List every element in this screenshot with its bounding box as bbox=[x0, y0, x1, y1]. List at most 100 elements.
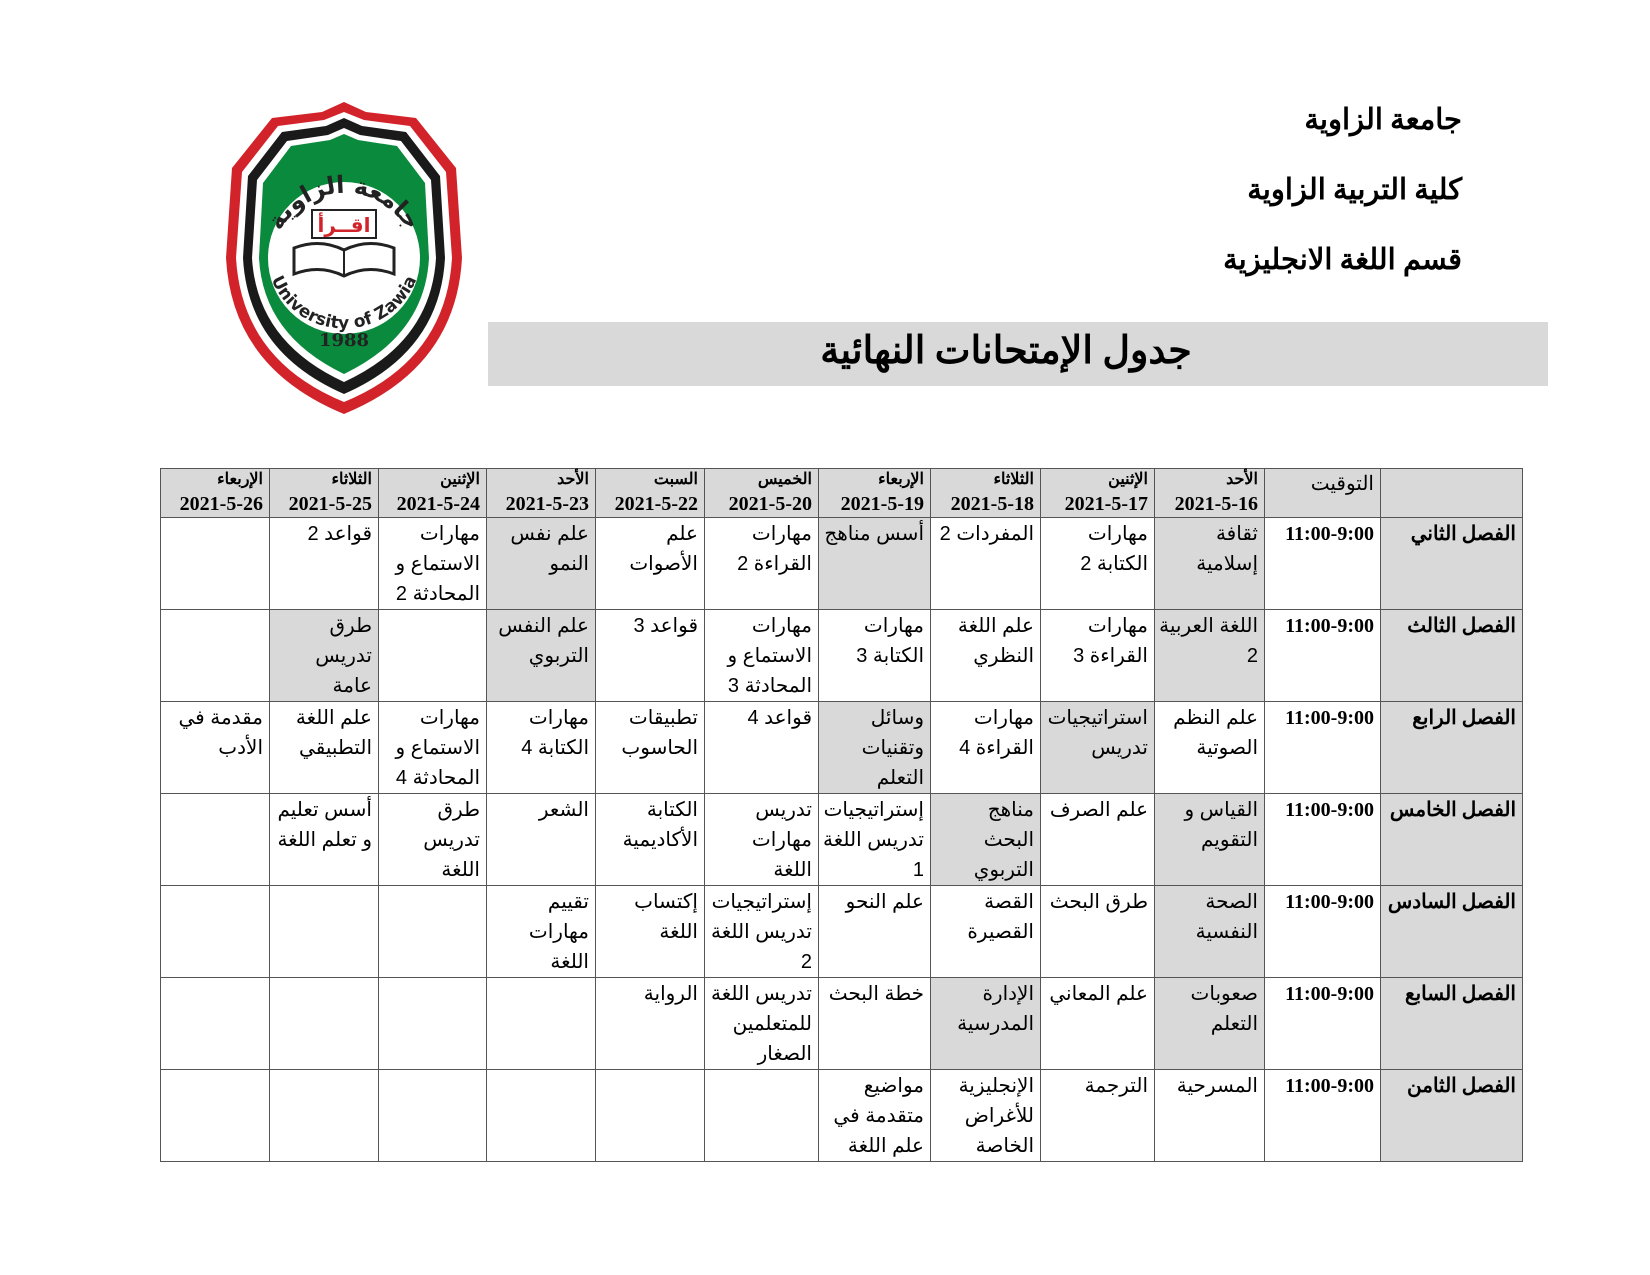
day-name: الإثنين bbox=[1108, 471, 1148, 488]
exam-cell: علم اللغة التطبيقي bbox=[269, 701, 379, 794]
day-header: الإربعاء 2021-5-26 bbox=[160, 468, 270, 518]
day-header: الأحد 2021-5-23 bbox=[486, 468, 596, 518]
exam-cell: طرق تدريس عامة bbox=[269, 609, 379, 702]
day-date: 2021-5-19 bbox=[840, 493, 924, 515]
exam-cell: مهارات القراءة 3 bbox=[1040, 609, 1155, 702]
exam-cell: مواضيع متقدمة في علم اللغة bbox=[818, 1069, 931, 1162]
day-date: 2021-5-17 bbox=[1064, 493, 1148, 515]
exam-cell: وسائل وتقنيات التعلم bbox=[818, 701, 931, 794]
exam-cell: مناهج البحث التربوي bbox=[930, 793, 1041, 886]
time-cell: 11:00-9:00 bbox=[1264, 1069, 1381, 1162]
exam-cell: المفردات 2 bbox=[930, 517, 1041, 610]
exam-cell: علم الصرف bbox=[1040, 793, 1155, 886]
exam-cell bbox=[595, 1069, 705, 1162]
exam-cell: المسرحية bbox=[1154, 1069, 1265, 1162]
table-row: الفصل الثاني 11:00-9:00 ثقافة إسلامية مهارا… bbox=[160, 517, 1523, 610]
day-date: 2021-5-18 bbox=[950, 493, 1034, 515]
day-name: الإثنين bbox=[440, 471, 480, 488]
day-name: الثلاثاء bbox=[331, 471, 372, 488]
svg-text:1988: 1988 bbox=[319, 330, 369, 351]
exam-cell bbox=[486, 1069, 596, 1162]
corner-cell bbox=[1380, 468, 1523, 518]
day-header: الثلاثاء 2021-5-25 bbox=[269, 468, 379, 518]
exam-cell: القصة القصيرة bbox=[930, 885, 1041, 978]
day-header: الإربعاء 2021-5-19 bbox=[818, 468, 931, 518]
exam-cell bbox=[160, 609, 270, 702]
day-header: الأحد 2021-5-16 bbox=[1154, 468, 1265, 518]
exam-cell: مهارات القراءة 2 bbox=[704, 517, 819, 610]
exam-cell: خطة البحث bbox=[818, 977, 931, 1070]
time-cell: 11:00-9:00 bbox=[1264, 793, 1381, 886]
day-date: 2021-5-25 bbox=[288, 493, 372, 515]
semester-cell: الفصل الثاني bbox=[1380, 517, 1523, 610]
table-row: الفصل الخامس 11:00-9:00 القياس و التقويم عل… bbox=[160, 793, 1523, 886]
exam-cell: الرواية bbox=[595, 977, 705, 1070]
exam-cell: الكتابة الأكاديمية bbox=[595, 793, 705, 886]
exam-cell: طرق تدريس اللغة bbox=[378, 793, 487, 886]
exam-cell: مهارات الاستماع و المحادثة 2 bbox=[378, 517, 487, 610]
exam-cell: علم النفس التربوي bbox=[486, 609, 596, 702]
exam-cell: استراتيجيات تدريس bbox=[1040, 701, 1155, 794]
exam-cell: اللغة العربية 2 bbox=[1154, 609, 1265, 702]
day-name: الإربعاء bbox=[217, 471, 263, 488]
table-row: الفصل السادس 11:00-9:00 الصحة النفسية طرق ا… bbox=[160, 885, 1523, 978]
exam-cell: علم المعاني bbox=[1040, 977, 1155, 1070]
exam-cell bbox=[269, 885, 379, 978]
day-name: الأحد bbox=[1226, 471, 1258, 488]
title-bar: جدول الإمتحانات النهائية bbox=[488, 322, 1548, 386]
exam-cell: علم الأصوات bbox=[595, 517, 705, 610]
exam-cell: طرق البحث bbox=[1040, 885, 1155, 978]
svg-text:اقــرأ: اقــرأ bbox=[318, 211, 371, 237]
exam-cell: قواعد 4 bbox=[704, 701, 819, 794]
time-cell: 11:00-9:00 bbox=[1264, 609, 1381, 702]
exam-cell: تقييم مهارات اللغة bbox=[486, 885, 596, 978]
day-date: 2021-5-22 bbox=[614, 493, 698, 515]
exam-cell: ثقافة إسلامية bbox=[1154, 517, 1265, 610]
exam-cell: تدريس مهارات اللغة bbox=[704, 793, 819, 886]
exam-cell bbox=[269, 977, 379, 1070]
time-cell: 11:00-9:00 bbox=[1264, 977, 1381, 1070]
exam-cell: الصحة النفسية bbox=[1154, 885, 1265, 978]
day-date: 2021-5-24 bbox=[396, 493, 480, 515]
exam-cell: إكتساب اللغة bbox=[595, 885, 705, 978]
day-header: الإثنين 2021-5-24 bbox=[378, 468, 487, 518]
exam-cell: القياس و التقويم bbox=[1154, 793, 1265, 886]
semester-cell: الفصل السابع bbox=[1380, 977, 1523, 1070]
exam-cell bbox=[160, 977, 270, 1070]
semester-cell: الفصل الخامس bbox=[1380, 793, 1523, 886]
semester-cell: الفصل الثامن bbox=[1380, 1069, 1523, 1162]
page-title: جدول الإمتحانات النهائية bbox=[820, 330, 1192, 372]
day-date: 2021-5-16 bbox=[1174, 493, 1258, 515]
exam-cell bbox=[160, 1069, 270, 1162]
exam-cell: الترجمة bbox=[1040, 1069, 1155, 1162]
exam-cell: مهارات الكتابة 4 bbox=[486, 701, 596, 794]
exam-cell: علم نفس النمو bbox=[486, 517, 596, 610]
exam-cell bbox=[704, 1069, 819, 1162]
exam-cell: إستراتيجيات تدريس اللغة 1 bbox=[818, 793, 931, 886]
day-header: السبت 2021-5-22 bbox=[595, 468, 705, 518]
day-date: 2021-5-20 bbox=[728, 493, 812, 515]
semester-cell: الفصل الرابع bbox=[1380, 701, 1523, 794]
exam-cell bbox=[160, 793, 270, 886]
time-cell: 11:00-9:00 bbox=[1264, 517, 1381, 610]
department-name: قسم اللغة الانجليزية bbox=[1223, 244, 1462, 276]
day-name: الثلاثاء bbox=[993, 471, 1034, 488]
time-cell: 11:00-9:00 bbox=[1264, 885, 1381, 978]
exam-cell: مهارات الكتابة 2 bbox=[1040, 517, 1155, 610]
day-name: الأحد bbox=[557, 471, 589, 488]
exam-cell bbox=[378, 1069, 487, 1162]
exam-cell: علم النحو bbox=[818, 885, 931, 978]
exam-cell: إستراتيجيات تدريس اللغة 2 bbox=[704, 885, 819, 978]
header-row: التوقيت الأحد 2021-5-16 الإثنين 2021-5-17 ال… bbox=[160, 468, 1523, 518]
table-row: الفصل الرابع 11:00-9:00 علم النظم الصوتية ا… bbox=[160, 701, 1523, 794]
exam-cell bbox=[269, 1069, 379, 1162]
day-name: الإربعاء bbox=[878, 471, 924, 488]
table-row: الفصل الثالث 11:00-9:00 اللغة العربية 2 مها… bbox=[160, 609, 1523, 702]
day-header: الإثنين 2021-5-17 bbox=[1040, 468, 1155, 518]
exam-cell: علم النظم الصوتية bbox=[1154, 701, 1265, 794]
exam-cell: مقدمة في الأدب bbox=[160, 701, 270, 794]
exam-cell: تدريس اللغة للمتعلمين الصغار bbox=[704, 977, 819, 1070]
exam-cell: تطبيقات الحاسوب bbox=[595, 701, 705, 794]
exam-cell: مهارات الاستماع و المحادثة 4 bbox=[378, 701, 487, 794]
day-header: الخميس 2021-5-20 bbox=[704, 468, 819, 518]
